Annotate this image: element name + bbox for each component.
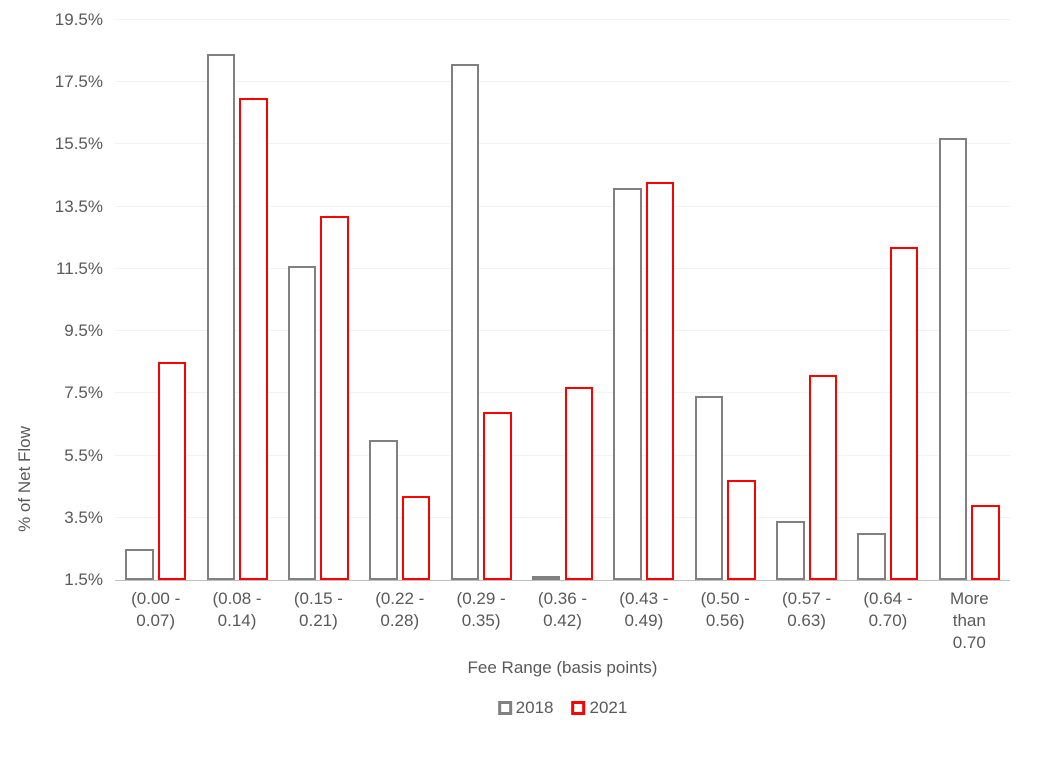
x-tick-label: (0.50 -0.56) [685,588,766,632]
x-tick-line2: 0.28) [359,610,440,632]
bar-2018 [695,396,724,580]
bar-2018 [857,533,886,580]
x-tick-label: (0.00 -0.07) [115,588,196,632]
x-tick-line1: (0.43 - [603,588,684,610]
x-tick-line2: 0.63) [766,610,847,632]
x-tick-line: than [929,610,1010,632]
x-tick-line1: (0.22 - [359,588,440,610]
y-tick-label: 17.5% [0,72,103,92]
bar-2018 [125,549,154,580]
bar-2018 [369,440,398,580]
y-tick-label: 3.5% [0,508,103,528]
x-tick-line1: (0.08 - [196,588,277,610]
x-tick-line: More [929,588,1010,610]
legend: 2018 2021 [498,698,628,718]
x-tick-line2: 0.14) [196,610,277,632]
bar-2018 [288,266,317,580]
x-tick-label: (0.43 -0.49) [603,588,684,632]
y-tick-label: 1.5% [0,570,103,590]
bar-2021 [320,216,349,580]
x-tick-line2: 0.21) [278,610,359,632]
x-tick-line: 0.70 [929,632,1010,654]
x-tick-label: (0.15 -0.21) [278,588,359,632]
x-axis-title: Fee Range (basis points) [468,658,658,678]
bar-2021 [890,247,919,580]
x-tick-label: (0.57 -0.63) [766,588,847,632]
y-tick-label: 5.5% [0,446,103,466]
x-tick-label: (0.64 -0.70) [847,588,928,632]
bar-2021 [971,505,1000,580]
y-tick-label: 15.5% [0,134,103,154]
x-tick-line2: 0.35) [440,610,521,632]
y-tick-label: 11.5% [0,259,103,279]
x-tick-line2: 0.70) [847,610,928,632]
x-tick-line1: (0.57 - [766,588,847,610]
bar-2021 [727,480,756,580]
bar-2021 [809,375,838,580]
legend-swatch-2021 [572,701,586,715]
y-tick-label: 13.5% [0,197,103,217]
x-tick-line2: 0.07) [115,610,196,632]
bar-2018 [776,521,805,580]
x-tick-line1: (0.36 - [522,588,603,610]
x-tick-line1: (0.64 - [847,588,928,610]
x-tick-label: (0.36 -0.42) [522,588,603,632]
bar-2021 [158,362,187,580]
legend-item-2021: 2021 [572,698,628,718]
x-tick-line1: (0.29 - [440,588,521,610]
bar-2018 [207,54,236,580]
bar-2018 [532,576,561,580]
x-tick-label: (0.29 -0.35) [440,588,521,632]
y-tick-label: 7.5% [0,383,103,403]
y-tick-label: 19.5% [0,10,103,30]
bar-2021 [646,182,675,580]
x-tick-line2: 0.42) [522,610,603,632]
gridline [115,19,1010,20]
legend-label-2021: 2021 [590,698,628,718]
x-tick-line2: 0.56) [685,610,766,632]
x-tick-line1: (0.00 - [115,588,196,610]
legend-item-2018: 2018 [498,698,554,718]
gridline [115,81,1010,82]
x-tick-label: Morethan0.70 [929,588,1010,654]
x-tick-label: (0.22 -0.28) [359,588,440,632]
bar-2021 [402,496,431,580]
bar-2018 [939,138,968,580]
y-tick-label: 9.5% [0,321,103,341]
bar-2021 [483,412,512,580]
bar-2021 [565,387,594,580]
bar-2021 [239,98,268,580]
net-flow-by-fee-range-chart: (0.00 -0.07)(0.08 -0.14)(0.15 -0.21)(0.2… [0,0,1041,761]
legend-label-2018: 2018 [516,698,554,718]
bar-2018 [451,64,480,580]
legend-swatch-2018 [498,701,512,715]
x-tick-line1: (0.50 - [685,588,766,610]
x-tick-label: (0.08 -0.14) [196,588,277,632]
bar-2018 [613,188,642,580]
x-tick-line2: 0.49) [603,610,684,632]
plot-area: (0.00 -0.07)(0.08 -0.14)(0.15 -0.21)(0.2… [115,20,1010,581]
x-tick-line1: (0.15 - [278,588,359,610]
